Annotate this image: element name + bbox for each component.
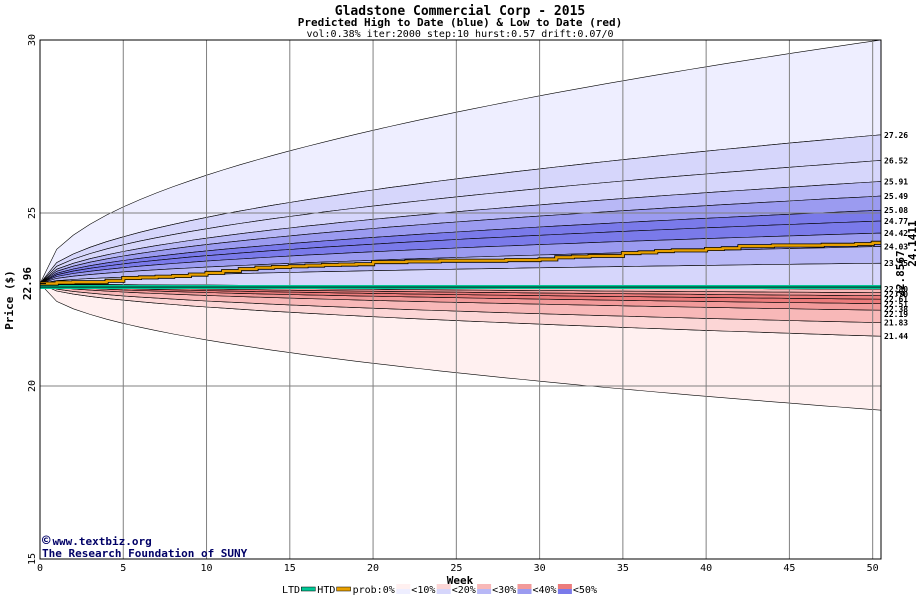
x-tick-label: 5	[120, 563, 126, 574]
legend-bin-swatch-red	[436, 584, 451, 589]
y-tick-label: 30	[27, 34, 38, 46]
quantile-label: 25.08	[884, 206, 908, 215]
legend-bin-swatch-blue	[477, 589, 492, 594]
legend-bin-label: <20%	[452, 585, 476, 596]
legend-bin-label: <10%	[411, 585, 435, 596]
quantile-label: 26.52	[884, 156, 908, 165]
quantile-label: 22.51	[884, 300, 908, 309]
quantile-label: 24.77	[884, 217, 908, 226]
legend-bin-swatch-blue	[517, 589, 532, 594]
quantile-labels: 27.26 26.52 25.91 25.49 25.08 24.77 24.42 24.03…	[884, 131, 908, 341]
quantile-label: 24.42	[884, 229, 908, 238]
watermark-org: The Research Foundation of SUNY	[42, 547, 248, 560]
svg-text:©www.textbiz.org: © www.textbiz.org	[42, 533, 152, 549]
legend-htd-swatch	[336, 586, 351, 592]
quantile-label: 22.38	[884, 305, 908, 314]
quantile-label: 27.26	[884, 131, 908, 140]
legend-bin-label: <40%	[533, 585, 557, 596]
quantile-label: 21.83	[884, 319, 908, 328]
x-tick-label: 0	[37, 563, 43, 574]
quantile-label: 25.49	[884, 192, 908, 201]
quantile-label: 22.70	[884, 290, 908, 299]
x-tick-label: 50	[867, 563, 879, 574]
legend-bin-swatch-blue	[436, 589, 451, 594]
quantile-label: 25.91	[884, 178, 908, 187]
legend-bin-swatch-blue	[557, 589, 572, 594]
chart-subtitle: Predicted High to Date (blue) & Low to D…	[298, 16, 623, 29]
legend-ltd-label: LTD	[282, 585, 300, 596]
copyright-symbol: ©	[42, 533, 51, 549]
watermark-site: www.textbiz.org	[52, 535, 151, 548]
legend-bin-swatch-blue	[396, 589, 411, 594]
legend-bin-swatch-red	[517, 584, 532, 589]
x-tick-label: 45	[783, 563, 795, 574]
x-tick-label: 40	[700, 563, 712, 574]
legend-bin-swatch-red	[557, 584, 572, 589]
y-tick-label: 15	[27, 553, 38, 565]
quantile-label: 24.03	[884, 243, 908, 252]
simulation-params: vol:0.38% iter:2000 step:10 hurst:0.57 d…	[306, 29, 613, 40]
probability-bands	[39, 39, 882, 411]
x-tick-label: 20	[367, 563, 379, 574]
legend-prob-label: prob:0%	[353, 585, 395, 596]
legend: LTD HTD prob:0% <10% <20% <30% <40% <50%	[282, 584, 597, 596]
x-axis-label: Week	[447, 574, 474, 587]
x-tick-label: 15	[284, 563, 296, 574]
y-tick-label: 25	[27, 207, 38, 219]
htd-line	[40, 241, 881, 285]
chart-title: Gladstone Commercial Corp - 2015	[335, 4, 585, 19]
axis-ticks: 0 5 10 15 20 25 30 35 40 45 50 15 20 25 30	[27, 34, 879, 574]
ltd-end-label: 22.8567	[894, 250, 907, 296]
x-tick-label: 30	[534, 563, 546, 574]
legend-bin-swatch-red	[477, 584, 492, 589]
legend-bin-label: <50%	[573, 585, 597, 596]
start-price-label: 22.96	[21, 267, 34, 300]
series-lines	[40, 240, 881, 290]
quantile-label: 22.80	[884, 285, 908, 294]
x-tick-label: 35	[617, 563, 629, 574]
legend-htd-label: HTD	[317, 585, 335, 596]
plot-frame	[39, 39, 882, 560]
y-tick-label: 20	[27, 380, 38, 392]
quantile-label: 22.19	[884, 310, 908, 319]
htd-end-label: 24.1411	[906, 220, 919, 267]
quantile-label: 22.61	[884, 295, 908, 304]
y-axis-label: Price ($)	[3, 270, 16, 330]
grid-lines	[40, 40, 881, 559]
x-tick-label: 25	[450, 563, 462, 574]
quantile-label: 21.44	[884, 332, 908, 341]
watermark: © www.textbiz.org The Research Foundation…	[42, 533, 248, 560]
legend-ltd-swatch	[301, 586, 316, 592]
legend-bin-swatch-red	[396, 584, 411, 589]
x-tick-label: 10	[201, 563, 213, 574]
legend-bin-label: <30%	[492, 585, 516, 596]
quantile-label: 23.55	[884, 259, 908, 268]
